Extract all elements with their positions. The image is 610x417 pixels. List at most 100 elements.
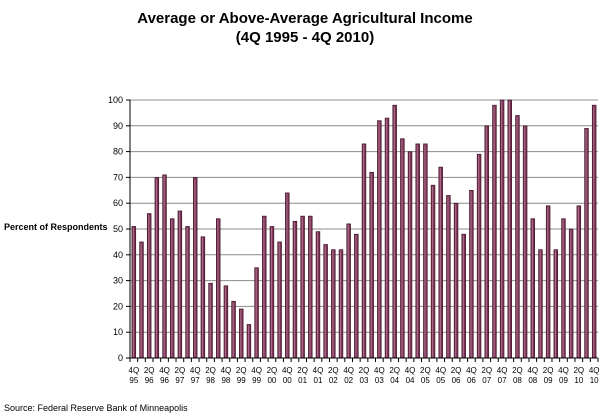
x-tick-label-year: 01 (314, 376, 323, 385)
x-tick-label-year: 08 (513, 376, 522, 385)
x-tick-label-year: 03 (375, 376, 384, 385)
bar-highlight (363, 144, 365, 357)
x-tick-label-quarter: 2Q (512, 366, 523, 375)
bar-highlight (439, 168, 441, 357)
bar-highlight (547, 206, 549, 357)
x-tick-label-year: 01 (298, 376, 307, 385)
x-tick-label-year: 00 (283, 376, 292, 385)
bar-highlight (393, 106, 395, 357)
y-tick-label: 20 (113, 301, 123, 311)
x-tick-label-year: 07 (482, 376, 491, 385)
bar-highlight (232, 302, 234, 357)
y-tick-label: 100 (108, 95, 123, 105)
x-tick-label-year: 96 (160, 376, 169, 385)
bar-highlight (263, 217, 265, 357)
x-tick-label-year: 10 (574, 376, 583, 385)
x-tick-label-quarter: 4Q (190, 366, 201, 375)
bar-highlight (355, 235, 357, 357)
x-tick-label-year: 08 (528, 376, 537, 385)
x-tick-label-year: 05 (436, 376, 445, 385)
x-tick-label-quarter: 2Q (297, 366, 308, 375)
x-tick-label-quarter: 4Q (313, 366, 324, 375)
x-tick-label-year: 06 (467, 376, 476, 385)
x-tick-label-quarter: 2Q (267, 366, 278, 375)
y-axis-label: Percent of Respondents (4, 222, 108, 232)
bar-highlight (470, 191, 472, 357)
bar-highlight (416, 144, 418, 357)
bar-highlight (455, 204, 457, 357)
x-tick-label-quarter: 4Q (405, 366, 416, 375)
bar-highlight (309, 217, 311, 357)
x-tick-label-quarter: 4Q (558, 366, 569, 375)
x-tick-label-year: 09 (559, 376, 568, 385)
bar-highlight (554, 250, 556, 357)
bar-highlight (240, 309, 242, 357)
x-tick-label-year: 02 (329, 376, 338, 385)
bar-highlight (201, 237, 204, 357)
bar-highlight (508, 101, 510, 357)
x-tick-label-year: 98 (221, 376, 230, 385)
y-tick-label: 90 (113, 121, 123, 131)
x-tick-label-quarter: 4Q (497, 366, 508, 375)
bar-highlight (401, 139, 403, 357)
bar-highlight (531, 219, 533, 357)
x-tick-label-quarter: 2Q (359, 366, 370, 375)
x-tick-label-quarter: 4Q (221, 366, 232, 375)
x-tick-label-quarter: 4Q (159, 366, 170, 375)
bar-highlight (347, 224, 349, 357)
bar-highlight (462, 235, 464, 357)
bar-highlight (501, 101, 503, 357)
chart-title: Average or Above-Average Agricultural In… (137, 10, 473, 27)
x-tick-label-year: 10 (590, 376, 599, 385)
y-tick-label: 70 (113, 172, 123, 182)
x-tick-label-year: 96 (145, 376, 154, 385)
bar-highlight (247, 325, 250, 357)
bar-highlight (409, 152, 411, 357)
x-tick-label-year: 99 (237, 376, 246, 385)
x-tick-label-quarter: 2Q (144, 366, 155, 375)
bar-highlight (386, 119, 388, 357)
bar-highlight (539, 250, 541, 357)
x-tick-label-quarter: 2Q (175, 366, 186, 375)
x-tick-label-quarter: 2Q (543, 366, 554, 375)
bar-highlight (493, 106, 495, 357)
x-tick-labels: 4Q952Q964Q962Q974Q972Q984Q982Q994Q992Q00… (129, 366, 600, 385)
chart-subtitle: (4Q 1995 - 4Q 2010) (235, 29, 375, 46)
y-tick-label: 50 (113, 224, 123, 234)
y-tick-label: 10 (113, 327, 123, 337)
x-tick-label-quarter: 4Q (343, 366, 354, 375)
source-note: Source: Federal Reserve Bank of Minneapo… (4, 403, 188, 413)
x-tick-label-quarter: 2Q (420, 366, 431, 375)
bar-highlight (524, 126, 526, 357)
bar-highlight (163, 175, 165, 357)
bar-highlight (432, 186, 434, 357)
y-tick-label: 30 (113, 276, 123, 286)
x-tick-label-quarter: 4Q (435, 366, 446, 375)
bar-highlight (270, 227, 273, 357)
x-tick-label-quarter: 2Q (451, 366, 462, 375)
x-tick-label-year: 07 (498, 376, 507, 385)
x-tick-label-quarter: 2Q (205, 366, 216, 375)
x-tick-label-quarter: 4Q (129, 366, 140, 375)
bar-highlight (324, 245, 326, 357)
bar-highlight (171, 219, 173, 357)
bar-highlight (447, 196, 449, 357)
bar-highlight (209, 284, 211, 357)
bar-highlight (340, 250, 342, 357)
bar-highlight (593, 106, 595, 357)
x-tick-label-quarter: 4Q (374, 366, 385, 375)
bar-highlight (178, 211, 181, 357)
x-tick-label-year: 06 (452, 376, 461, 385)
bar-highlight (278, 242, 280, 357)
x-tick-label-year: 97 (175, 376, 184, 385)
x-tick-label-year: 04 (406, 376, 415, 385)
x-tick-label-quarter: 4Q (251, 366, 262, 375)
bar-highlight (293, 222, 296, 357)
bar-highlight (286, 193, 288, 357)
bar-highlight (562, 219, 564, 357)
y-tick-label: 60 (113, 198, 123, 208)
x-tick-label-year: 09 (544, 376, 553, 385)
bar-highlight (577, 206, 580, 357)
y-tick-labels: 0 10 20 30 40 50 60 70 80 90 100 (108, 95, 123, 363)
